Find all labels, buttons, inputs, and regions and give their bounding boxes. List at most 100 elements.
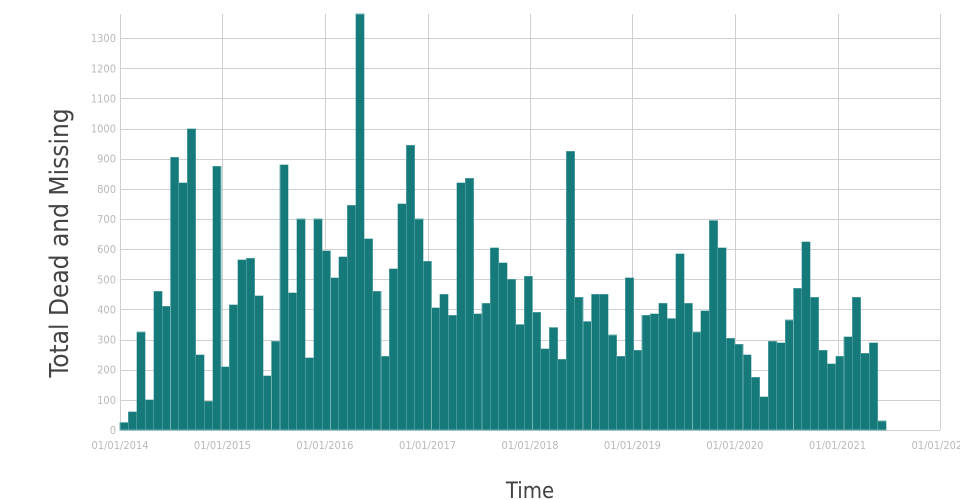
- histogram-bar: [532, 312, 542, 431]
- histogram-bar: [128, 411, 138, 431]
- histogram-bar: [515, 324, 525, 431]
- histogram-bar: [220, 366, 230, 431]
- histogram-bar: [540, 348, 550, 431]
- x-tick-label: 01/01/2022: [911, 439, 960, 452]
- histogram-bar: [725, 337, 735, 431]
- histogram-bar: [607, 334, 618, 431]
- histogram-bar: [523, 275, 533, 431]
- histogram-bar: [203, 401, 213, 431]
- histogram-bar: [650, 313, 660, 431]
- y-tick-label: 1100: [91, 92, 116, 105]
- y-axis-title: Total Dead and Missing: [45, 108, 75, 378]
- histogram-bar: [709, 220, 719, 431]
- histogram-bar: [675, 253, 685, 431]
- histogram-bar: [262, 375, 272, 431]
- histogram-bar: [700, 310, 710, 431]
- histogram-bar: [355, 13, 365, 431]
- y-tick-label: 300: [97, 334, 116, 347]
- histogram-bar: [658, 303, 668, 431]
- histogram-bar: [633, 349, 643, 431]
- histogram-bar: [860, 352, 870, 431]
- histogram-bar: [439, 294, 449, 431]
- histogram-bar: [380, 355, 390, 431]
- histogram-bar: [473, 313, 483, 431]
- x-tick-label: 01/01/2014: [91, 439, 148, 452]
- y-tick-label: 900: [97, 153, 116, 166]
- x-tick-labels: 01/01/2014 01/01/2015 01/01/2016 01/01/2017…: [91, 439, 960, 452]
- histogram-bar: [170, 156, 180, 431]
- histogram-bar: [279, 164, 289, 431]
- x-tick-label: 01/01/2019: [604, 439, 661, 452]
- histogram-bar: [254, 295, 264, 431]
- histogram-bar: [683, 303, 693, 431]
- histogram-bar: [414, 218, 424, 431]
- histogram-bar: [835, 355, 845, 431]
- x-tick-label: 01/01/2015: [194, 439, 251, 452]
- histogram-bar: [372, 291, 382, 431]
- histogram-bar: [506, 278, 516, 431]
- histogram-bar: [178, 182, 188, 431]
- histogram-bar: [330, 277, 340, 431]
- histogram-bar: [776, 342, 786, 431]
- histogram-bar: [338, 256, 348, 431]
- histogram-bar: [481, 303, 491, 431]
- histogram-bar: [599, 294, 609, 431]
- histogram-bar: [624, 277, 634, 431]
- histogram-bar: [229, 304, 239, 431]
- y-tick-label: 200: [97, 364, 116, 377]
- histogram-bar: [431, 307, 441, 431]
- histogram-bar: [801, 241, 811, 431]
- histogram-bar: [734, 343, 744, 431]
- x-tick-label: 01/01/2021: [809, 439, 866, 452]
- x-tick-label: 01/01/2017: [399, 439, 456, 452]
- histogram-bar: [321, 250, 331, 431]
- histogram-bar: [666, 318, 676, 431]
- histogram-bar: [498, 262, 508, 431]
- histogram-bar: [464, 177, 474, 431]
- histogram-bar: [767, 340, 777, 431]
- histogram-bar: [448, 315, 458, 431]
- histogram-bar: [136, 331, 146, 431]
- histogram-bar: [195, 354, 205, 431]
- histogram-bar: [245, 257, 256, 431]
- histogram-bar: [826, 363, 836, 431]
- y-tick-label: 1000: [91, 123, 116, 136]
- histogram-bar: [742, 354, 752, 431]
- histogram-bar: [843, 336, 853, 431]
- y-tick-label: 1200: [91, 62, 116, 75]
- histogram-bar: [490, 247, 500, 431]
- histogram-bar: [692, 331, 702, 431]
- histogram-bar: [313, 218, 323, 431]
- histogram-bar: [304, 357, 314, 431]
- histogram-bar: [810, 297, 820, 431]
- histogram-bar: [565, 150, 575, 431]
- histogram-bar: [793, 288, 803, 431]
- histogram-bar: [237, 259, 247, 431]
- y-tick-label: 100: [97, 394, 116, 407]
- histogram-bar: [363, 238, 373, 431]
- x-axis-title: Time: [505, 479, 554, 500]
- histogram-bar: [347, 205, 357, 431]
- histogram-bar: [153, 291, 163, 431]
- histogram-bar: [161, 306, 171, 431]
- histogram-bar: [616, 355, 626, 431]
- histogram-bar: [868, 342, 879, 431]
- y-tick-label: 0: [110, 424, 116, 437]
- histogram-bar: [389, 268, 399, 431]
- histogram-bar: [818, 349, 828, 431]
- y-tick-label: 400: [97, 303, 116, 316]
- histogram-bar: [119, 422, 129, 431]
- histogram-bar: [751, 376, 761, 431]
- histogram-bar: [144, 399, 154, 431]
- x-tick-label: 01/01/2020: [706, 439, 763, 452]
- histogram-bar: [271, 340, 281, 431]
- y-tick-label: 500: [97, 273, 116, 286]
- histogram-bar: [574, 297, 584, 431]
- histogram-bar: [187, 128, 197, 431]
- histogram-bar: [212, 165, 222, 431]
- gridlines: [120, 14, 941, 431]
- bars: [119, 13, 887, 431]
- histogram-bar: [405, 144, 415, 431]
- histogram-bar: [759, 396, 769, 431]
